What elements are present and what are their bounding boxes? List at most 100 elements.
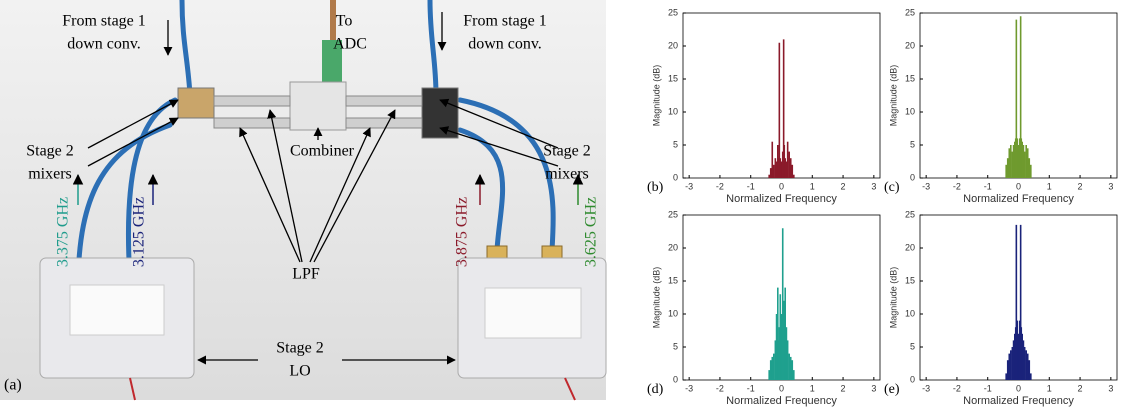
x-tick-label: 3 [1108,181,1113,191]
y-tick-label: 25 [905,209,915,219]
y-tick-label: 10 [668,106,678,116]
spectrum-chart: 0 5 10 15 20 25 -3 -2 -1 0 1 2 3 Normalized Frequency… [647,209,881,407]
y-tick-label: 5 [673,139,678,149]
frequency-label: 3.625 GHz [583,197,600,267]
x-tick-label: 0 [779,383,784,393]
x-tick-label: 3 [871,181,876,191]
x-tick-label: -3 [922,383,930,393]
x-tick-label: 0 [1016,383,1021,393]
x-tick-label: 2 [1078,383,1083,393]
adc-connector [322,40,342,82]
panel-label: (b) [647,180,664,195]
annotation: LPF [292,266,320,283]
x-tick-label: 2 [1078,181,1083,191]
x-tick-label: 1 [1047,383,1052,393]
filters [213,95,423,129]
adc-cable [330,0,336,60]
y-tick-label: 5 [910,139,915,149]
annotation: mixers [545,166,589,183]
y-tick-label: 20 [668,242,678,252]
x-tick-label: 0 [1016,181,1021,191]
x-tick-label: -1 [984,181,992,191]
x-tick-label: -2 [716,181,724,191]
mixer-left [177,87,215,119]
frequency-label: 3.125 GHz [131,197,148,267]
y-tick-label: 10 [905,106,915,116]
annotation: Stage 2 [276,340,324,357]
y-tick-label: 25 [668,7,678,17]
y-tick-label: 0 [673,172,678,182]
x-tick-label: -1 [747,181,755,191]
x-tick-label: 1 [810,181,815,191]
spectrum-chart: 0 5 10 15 20 25 -3 -2 -1 0 1 2 3 Normalized Frequency… [647,7,881,205]
annotation: LO [289,363,310,380]
x-tick-label: -2 [716,383,724,393]
plot-area [682,12,881,179]
x-tick-label: -3 [922,181,930,191]
annotation: down conv. [67,36,141,53]
x-tick-label: -3 [685,181,693,191]
annotation: From stage 1 [62,13,146,30]
x-tick-label: -2 [953,383,961,393]
y-tick-label: 20 [905,242,915,252]
annotation: down conv. [468,36,542,53]
panel-label: (c) [884,180,900,195]
panel-label: (a) [4,377,22,394]
annotation: To [336,13,353,30]
annotation: mixers [28,166,72,183]
y-tick-label: 20 [668,40,678,50]
y-tick-label: 0 [673,374,678,384]
x-tick-label: -1 [747,383,755,393]
x-axis-label: Normalized Frequency [726,395,837,407]
x-axis-label: Normalized Frequency [963,193,1074,205]
spectrum-chart: 0 5 10 15 20 25 -3 -2 -1 0 1 2 3 Normalized Frequency… [884,7,1118,205]
y-axis-label: Magnitude (dB) [651,65,661,127]
y-tick-label: 25 [668,209,678,219]
y-tick-label: 5 [910,341,915,351]
annotation: From stage 1 [463,13,547,30]
frequency-label: 3.875 GHz [454,197,471,267]
x-axis-label: Normalized Frequency [963,395,1074,407]
synth-right-label [484,287,582,339]
x-tick-label: 3 [871,383,876,393]
annotation-arrows [72,12,584,365]
synth-left-label [69,284,165,336]
y-tick-label: 20 [905,40,915,50]
annotation: ADC [333,36,367,53]
y-axis-label: Magnitude (dB) [888,65,898,127]
panel-label: (d) [647,382,664,397]
y-tick-label: 5 [673,341,678,351]
panel-label: (e) [884,382,900,397]
x-tick-label: -3 [685,383,693,393]
y-tick-label: 15 [905,275,915,285]
mixer-right [421,87,459,139]
annotation: Combiner [290,143,355,160]
spectrum-chart: 0 5 10 15 20 25 -3 -2 -1 0 1 2 3 Normalized Frequency… [884,209,1118,407]
y-tick-label: 0 [910,374,915,384]
annotation: Stage 2 [543,143,591,160]
x-axis-label: Normalized Frequency [726,193,837,205]
y-tick-label: 15 [668,275,678,285]
x-tick-label: 3 [1108,383,1113,393]
x-tick-label: -1 [984,383,992,393]
y-tick-label: 25 [905,7,915,17]
y-axis-label: Magnitude (dB) [651,267,661,329]
power-wires [129,377,576,401]
y-tick-label: 0 [910,172,915,182]
x-tick-label: 1 [810,383,815,393]
x-tick-label: -2 [953,181,961,191]
x-tick-label: 2 [841,383,846,393]
y-tick-label: 10 [668,308,678,318]
y-tick-label: 15 [668,73,678,83]
x-tick-label: 1 [1047,181,1052,191]
combiner-box [289,81,347,131]
x-tick-label: 2 [841,181,846,191]
y-tick-label: 15 [905,73,915,83]
annotation: Stage 2 [26,143,74,160]
frequency-label: 3.375 GHz [55,197,72,267]
x-tick-label: 0 [779,181,784,191]
y-axis-label: Magnitude (dB) [888,267,898,329]
y-tick-label: 10 [905,308,915,318]
photo-panel: From stage 1 down conv. To ADC From stag… [0,0,607,401]
